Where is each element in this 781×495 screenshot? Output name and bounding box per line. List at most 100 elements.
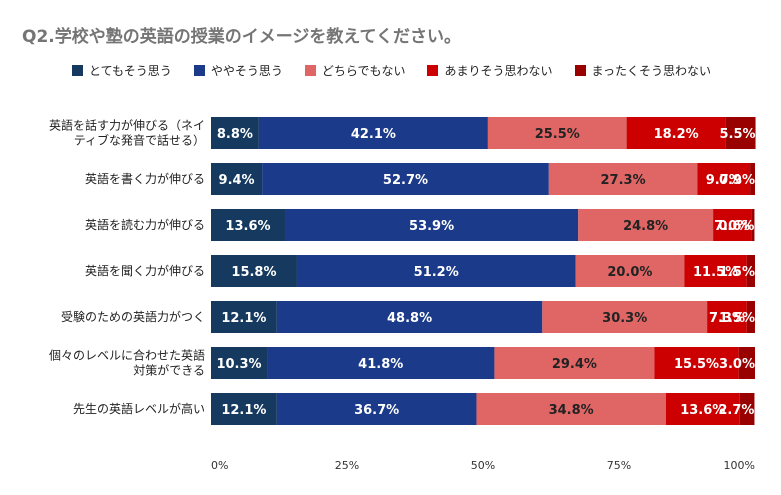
bar-segment [707,301,747,333]
bar-segment [548,163,698,195]
data-label: 1.5% [719,311,755,326]
bar-segment [684,255,747,287]
bar-segment [276,301,543,333]
legend-swatch [193,64,205,76]
data-label: 41.8% [358,357,403,372]
category-label: 受験のための英語力がつく [61,309,205,324]
data-label: 20.0% [607,265,652,280]
bar-segment [542,301,708,333]
data-label: 36.7% [354,403,399,418]
data-label: 24.8% [623,219,668,234]
legend-label: とてもそう思う [89,63,172,78]
bar-segment [739,393,755,425]
bar-segment [665,393,740,425]
bar-segment [211,255,297,287]
data-label: 29.4% [552,357,597,372]
legend-item: まったくそう思わない [574,62,712,79]
category-label: 英語を話す力が伸びる（ネイ [49,118,205,133]
data-label: 12.1% [221,403,266,418]
bar-segment [487,117,627,149]
data-label: 8.8% [217,127,253,142]
data-label: 48.8% [387,311,432,326]
legend-label: どちらでもない [321,63,406,78]
data-label: 52.7% [383,173,428,188]
bar-segment [654,347,739,379]
bar-segment [738,347,755,379]
legend-label: まったくそう思わない [591,63,712,78]
data-label: 25.5% [535,127,580,142]
bar-segment [284,209,579,241]
data-label: 3.0% [719,357,755,372]
data-label: 0.6% [718,219,754,234]
data-label: 15.5% [674,357,719,372]
bar-segment [211,117,259,149]
bar-segment [750,163,755,195]
bar-segment [296,255,576,287]
bar-segment [258,117,488,149]
legend-swatch [304,64,316,76]
bar-segment [578,209,714,241]
bar-segment [725,117,756,149]
x-tick-label: 25% [335,459,359,472]
category-label: 対策ができる [133,363,205,378]
bar-segment [211,393,277,425]
x-tick-label: 75% [607,459,631,472]
bar-segment [575,255,685,287]
data-label: 30.3% [602,311,647,326]
bar-segment [211,209,285,241]
category-label: 個々のレベルに合わせた英語 [49,348,205,363]
bar-segment [211,347,268,379]
data-label: 5.5% [719,127,755,142]
x-tick-label: 100% [724,459,755,472]
legend-label: あまりそう思わない [444,63,553,78]
bar-segment [697,163,751,195]
data-label: 9.7% [706,173,742,188]
bar-segment [211,301,277,333]
data-label: 34.8% [549,403,594,418]
category-label: 英語を書く力が伸びる [85,171,205,186]
data-label: 0.9% [719,173,755,188]
chart-title: Q2.学校や塾の英語の授業のイメージを教えてください。 [22,27,462,47]
legend-label: ややそう思う [210,63,283,78]
bar-segment [751,209,755,241]
data-label: 7.3% [709,311,745,326]
legend-item: あまりそう思わない [427,62,553,79]
bar-segment [626,117,726,149]
x-tick-label: 50% [471,459,495,472]
data-label: 2.7% [718,403,754,418]
bar-segment [267,347,495,379]
bar-segment [746,255,755,287]
bar-segment [746,301,755,333]
legend-swatch [574,64,586,76]
data-label: 13.6% [225,219,270,234]
data-label: 12.1% [221,311,266,326]
bar-segment [262,163,549,195]
data-label: 13.6% [680,403,725,418]
bar-segment [276,393,477,425]
bar-segment [211,163,263,195]
category-label: 英語を読む力が伸びる [85,217,205,232]
category-label: 英語を聞く力が伸びる [85,263,205,278]
legend-swatch [72,64,83,76]
data-label: 15.8% [231,265,276,280]
legend-item: どちらでもない [304,62,406,79]
data-label: 27.3% [601,173,646,188]
bar-segment [476,393,666,425]
bar-segment [494,347,655,379]
data-label: 9.4% [219,173,255,188]
legend-item: ややそう思う [193,62,283,79]
data-label: 11.5% [693,265,738,280]
chart-legend: とてもそう思う ややそう思う どちらでもない あまりそう思わない まったくそう思わない [72,62,733,78]
category-label: ティブな発音で話せる） [74,133,205,148]
data-label: 1.5% [719,265,755,280]
legend-swatch [427,64,439,76]
data-label: 53.9% [409,219,454,234]
legend-item: とてもそう思う [72,62,172,79]
data-label: 10.3% [216,357,261,372]
data-label: 7.0% [714,219,750,234]
data-label: 42.1% [351,127,396,142]
data-label: 18.2% [654,127,699,142]
x-tick-label: 0% [211,459,228,472]
bar-segment [713,209,752,241]
